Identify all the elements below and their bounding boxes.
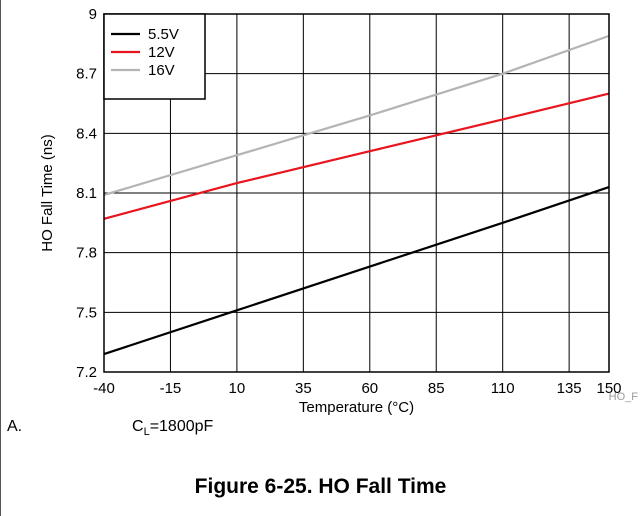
legend-box [103, 13, 206, 100]
figure-tag: HO_F [609, 391, 639, 403]
y-tick-label: 8.4 [76, 125, 97, 142]
x-tick-label: 110 [491, 380, 515, 397]
series-line-5.5V [103, 185, 610, 356]
series-line-16V [103, 34, 610, 197]
y-tick-label: 7.5 [76, 304, 97, 321]
note-cl-value: =1800pF [149, 418, 214, 435]
y-tick-label: 7.8 [76, 245, 97, 262]
x-tick-label: 10 [229, 380, 246, 397]
note-text: CL=1800pF [132, 418, 213, 438]
x-tick-label: 150 [596, 380, 621, 397]
x-tick-label: 135 [557, 380, 582, 397]
series-line-12V [103, 92, 610, 220]
x-tick-label: -15 [160, 380, 182, 397]
x-tick-label: 85 [428, 380, 445, 397]
tick-labels: -40 -15 10 35 60 85 110 135 150 7.2 7.5 7.8 8.1 8.4 8.… [76, 6, 621, 397]
y-axis-label: HO Fall Time (ns) [39, 134, 56, 252]
legend-entry-label: 5.5V [148, 26, 179, 43]
x-tick-label: 35 [295, 380, 312, 397]
page-frame-line [0, 0, 1, 516]
x-tick-label: -40 [93, 380, 115, 397]
note-cl-prefix: C [132, 418, 144, 435]
x-tick-label: 60 [361, 380, 378, 397]
x-axis-label: Temperature (°C) [299, 399, 414, 416]
legend-entry-label: 16V [148, 62, 175, 79]
y-tick-label: 9 [89, 6, 97, 23]
y-tick-label: 8.7 [76, 66, 97, 83]
series-lines [103, 34, 610, 356]
note-marker: A. [7, 418, 23, 435]
y-tick-label: 7.2 [76, 364, 97, 381]
y-tick-label: 8.1 [76, 185, 97, 202]
note-cl-subscript: L [143, 426, 150, 439]
legend-entry-label: 12V [148, 44, 175, 61]
plot-area-border [103, 13, 610, 373]
figure-caption: Figure 6-25. HO Fall Time [194, 475, 447, 498]
